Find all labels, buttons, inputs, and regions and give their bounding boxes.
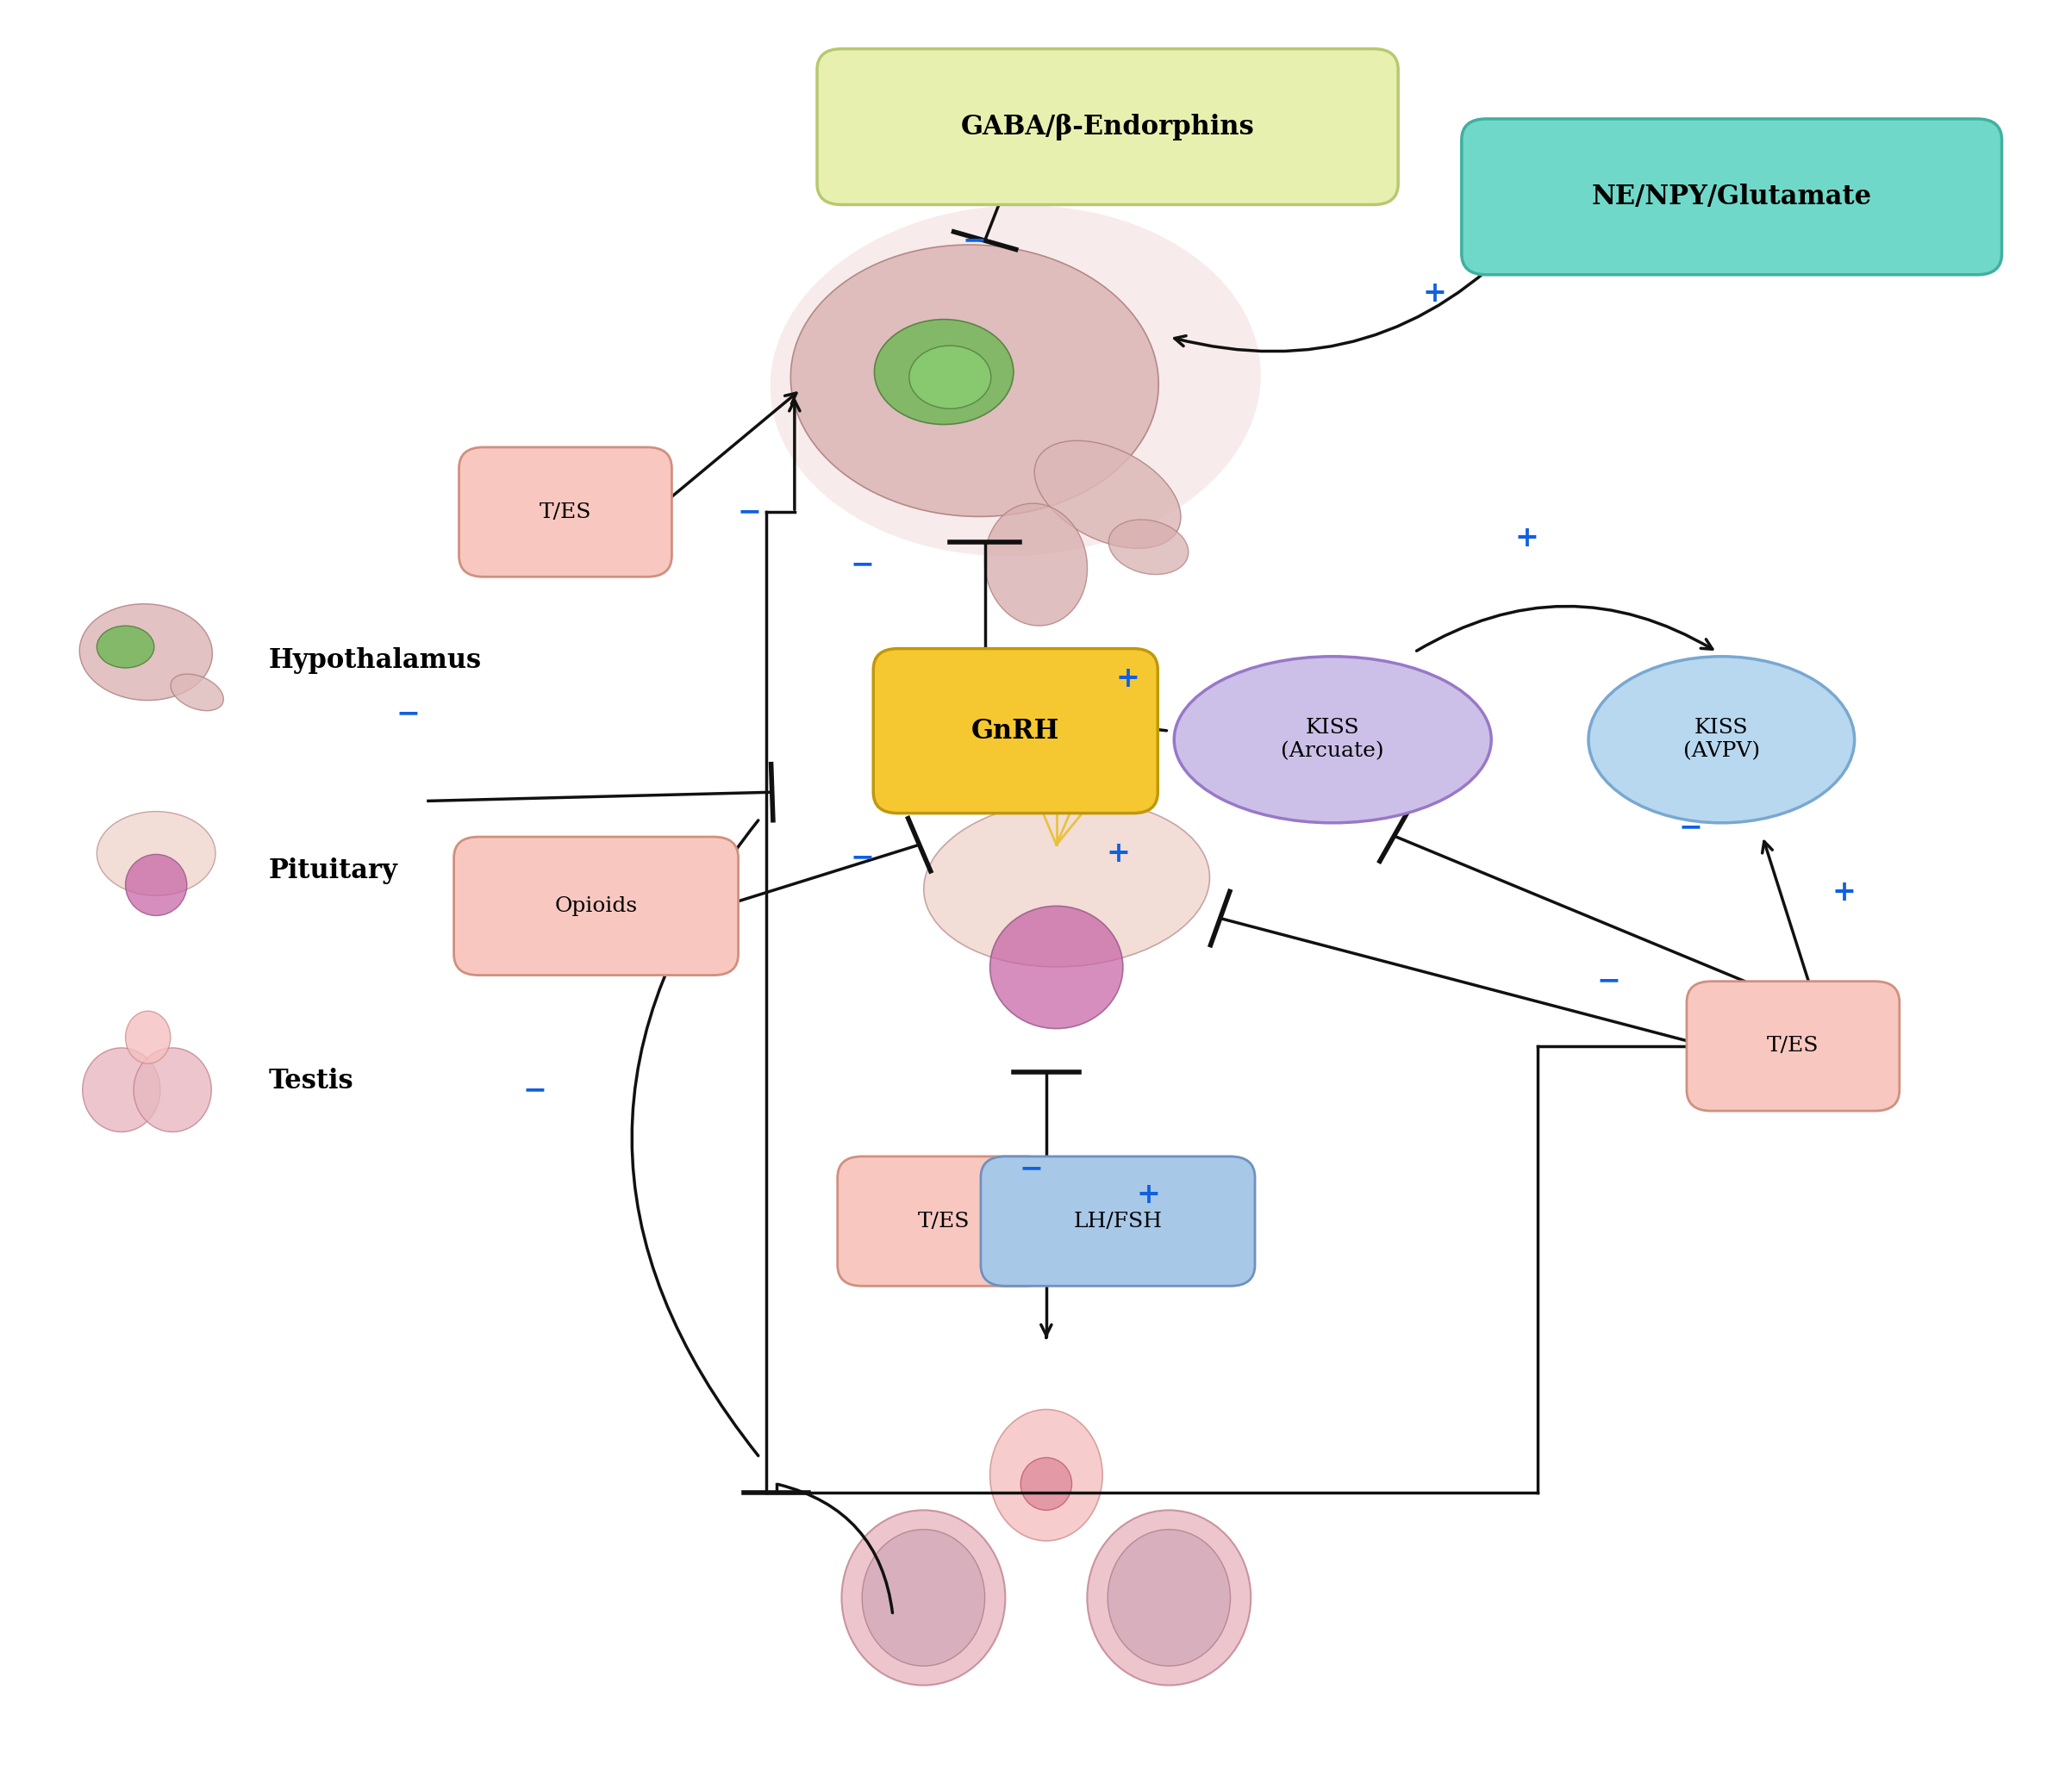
Text: −: − (396, 698, 421, 727)
Ellipse shape (1088, 1510, 1251, 1685)
Text: +: + (1106, 839, 1129, 867)
Ellipse shape (984, 503, 1088, 626)
Text: +: + (1423, 279, 1446, 307)
Text: NE/NPY/Glutamate: NE/NPY/Glutamate (1591, 183, 1871, 210)
Ellipse shape (792, 245, 1158, 517)
Text: −: − (738, 498, 762, 526)
Text: +: + (1117, 665, 1140, 693)
Text: +: + (1515, 524, 1539, 553)
Text: Hypothalamus: Hypothalamus (269, 647, 481, 673)
FancyBboxPatch shape (872, 649, 1158, 814)
FancyBboxPatch shape (837, 1157, 1051, 1287)
Ellipse shape (990, 906, 1123, 1029)
Ellipse shape (924, 800, 1210, 967)
Ellipse shape (97, 626, 153, 668)
Ellipse shape (771, 206, 1260, 556)
Text: −: − (963, 226, 986, 254)
Ellipse shape (990, 1409, 1102, 1541)
Ellipse shape (126, 1011, 170, 1064)
Text: −: − (1678, 814, 1703, 842)
Text: −: − (522, 1075, 547, 1104)
Ellipse shape (874, 320, 1013, 425)
Text: −: − (1019, 1155, 1042, 1183)
FancyBboxPatch shape (454, 837, 738, 976)
Text: +: + (1138, 1180, 1160, 1208)
FancyBboxPatch shape (1461, 119, 2002, 275)
FancyBboxPatch shape (980, 1157, 1256, 1287)
Ellipse shape (1109, 519, 1189, 574)
Ellipse shape (1034, 441, 1181, 549)
Ellipse shape (135, 1048, 211, 1132)
Text: KISS
(Arcuate): KISS (Arcuate) (1280, 718, 1384, 761)
Text: −: − (850, 842, 874, 871)
Text: T/ES: T/ES (1767, 1036, 1819, 1056)
Text: KISS
(AVPV): KISS (AVPV) (1682, 718, 1759, 761)
Ellipse shape (862, 1530, 984, 1667)
FancyBboxPatch shape (816, 48, 1399, 204)
FancyBboxPatch shape (1687, 981, 1900, 1111)
Ellipse shape (1109, 1530, 1231, 1667)
Ellipse shape (126, 855, 186, 915)
Ellipse shape (1021, 1457, 1071, 1510)
Ellipse shape (910, 347, 990, 409)
Text: LH/FSH: LH/FSH (1073, 1212, 1162, 1231)
Ellipse shape (1175, 656, 1492, 823)
Ellipse shape (79, 604, 211, 700)
FancyBboxPatch shape (460, 448, 671, 578)
Text: −: − (1598, 967, 1620, 995)
Text: T/ES: T/ES (918, 1212, 970, 1231)
Text: GnRH: GnRH (972, 718, 1059, 745)
Ellipse shape (841, 1510, 1005, 1685)
Ellipse shape (1589, 656, 1854, 823)
Text: Opioids: Opioids (555, 896, 638, 915)
Text: +: + (1832, 878, 1857, 906)
Text: GABA/β-Endorphins: GABA/β-Endorphins (961, 114, 1254, 140)
Text: Testis: Testis (269, 1068, 354, 1095)
Ellipse shape (170, 673, 224, 711)
Text: T/ES: T/ES (539, 503, 591, 522)
Ellipse shape (83, 1048, 160, 1132)
Ellipse shape (97, 812, 215, 896)
Text: −: − (850, 551, 874, 579)
Text: Pituitary: Pituitary (269, 858, 398, 885)
